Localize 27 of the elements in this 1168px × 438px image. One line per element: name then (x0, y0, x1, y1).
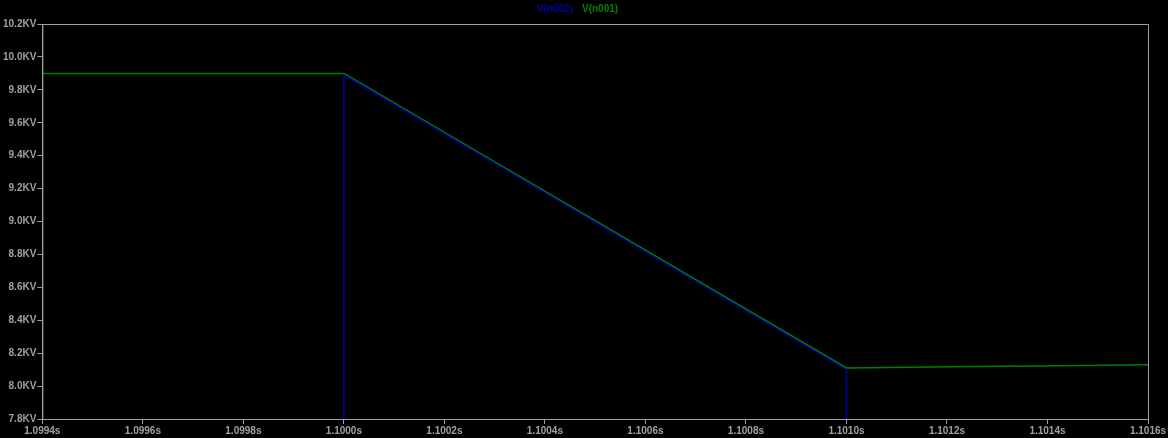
y-tick-label: 9.0KV (8, 215, 37, 227)
text: V(n001) (582, 2, 619, 14)
y-tick-label: 8.6KV (8, 281, 37, 293)
x-tick-label: 1.1008s (727, 424, 765, 436)
y-tick-label: 8.2KV (8, 346, 37, 358)
y-tick-label: 10.0KV (3, 50, 37, 62)
x-tick-label: 1.1012s (928, 424, 966, 436)
y-tick-label: 9.8KV (8, 83, 37, 95)
x-tick-label: 1.1004s (526, 424, 564, 436)
y-tick-label: 8.0KV (8, 379, 37, 391)
x-tick-label: 1.0996s (124, 424, 162, 436)
x-tick-label: 1.1006s (627, 424, 664, 436)
y-tick-label: 8.4KV (8, 314, 37, 325)
x-tick-label: 1.1016s (1129, 424, 1167, 436)
x-tick-label: 1.1010s (828, 424, 865, 436)
x-tick-label: 1.1002s (426, 424, 463, 436)
text: V(n002) (536, 2, 573, 14)
y-tick-label: 7.8KV (8, 412, 37, 424)
x-tick-label: 1.0998s (225, 424, 262, 436)
y-tick-label: 10.2KV (3, 17, 37, 29)
y-tick-label: 9.6KV (8, 116, 37, 128)
x-tick-label: 1.0994s (24, 424, 61, 436)
x-tick-label: 1.1014s (1029, 424, 1066, 436)
x-tick-label: 1.1000s (325, 424, 363, 436)
y-tick-label: 9.4KV (8, 149, 37, 161)
y-tick-label: 8.8KV (8, 248, 37, 260)
y-tick-label: 9.2KV (8, 182, 37, 194)
